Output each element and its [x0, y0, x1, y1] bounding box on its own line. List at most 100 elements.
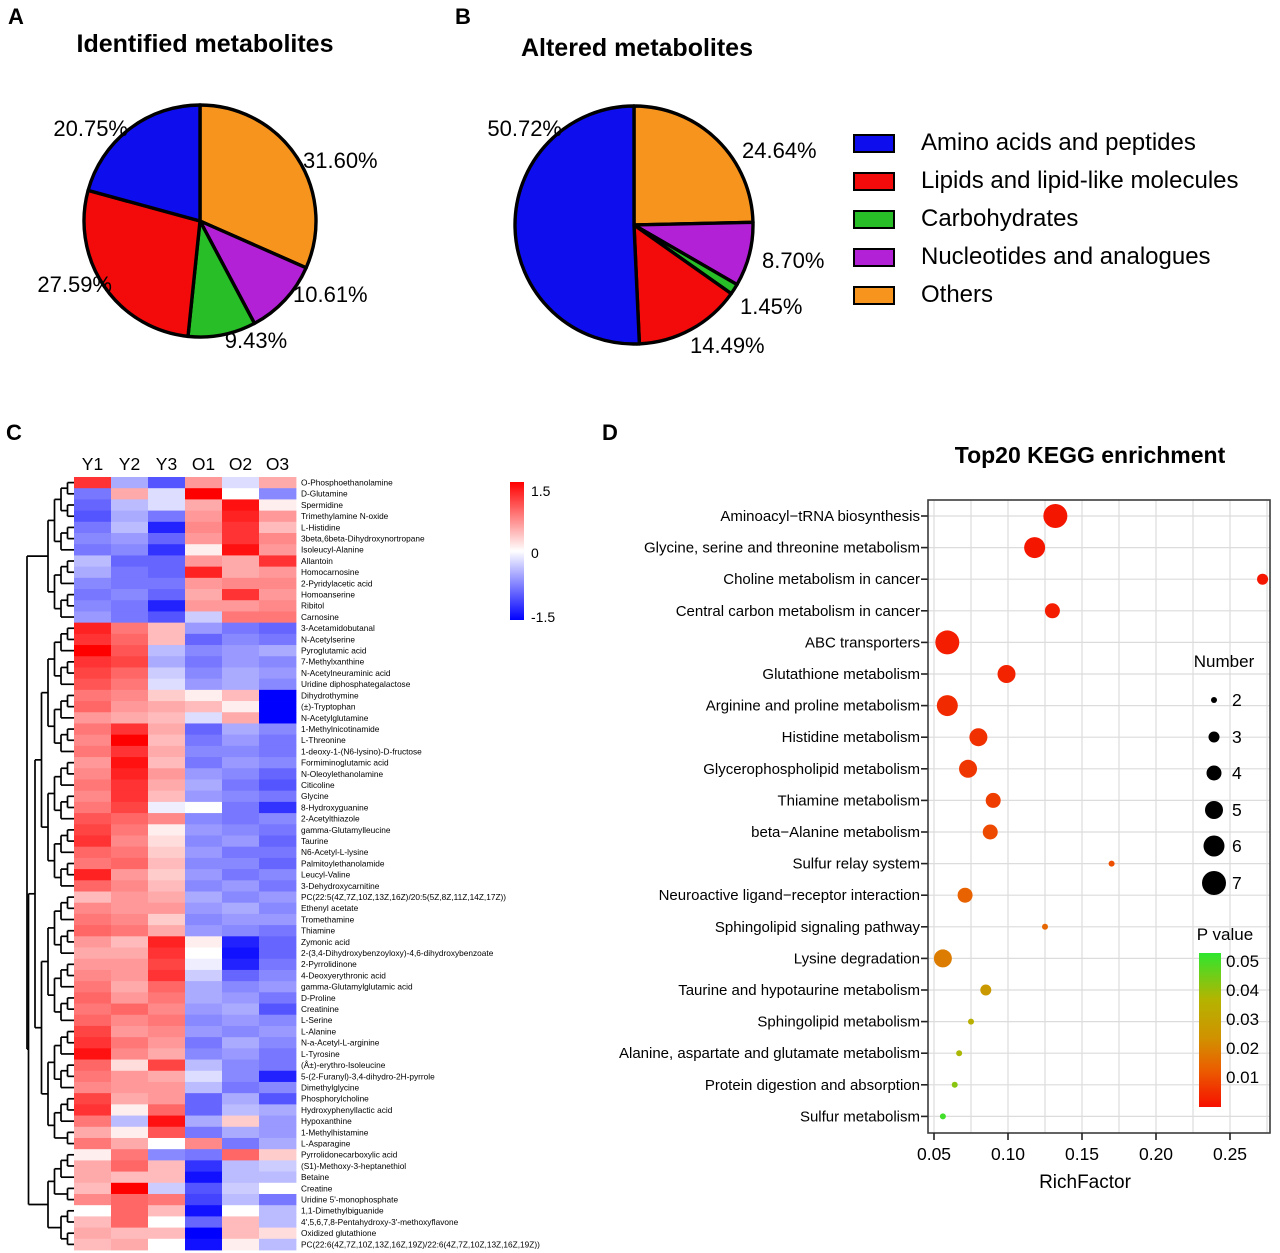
heatmap-cell	[111, 656, 149, 668]
kegg-pathway-label: Histidine metabolism	[782, 729, 920, 746]
heatmap-row-label: 3-Acetamidobutanal	[301, 623, 375, 633]
heatmap-cell	[148, 1081, 186, 1094]
heatmap-cell	[111, 992, 149, 1004]
kegg-bubble	[1257, 573, 1269, 585]
heatmap-cell	[74, 1193, 112, 1206]
pie-slice	[632, 104, 755, 227]
heatmap-row-label: Dimethylglycine	[301, 1082, 359, 1092]
pie-slice-label: 50.72%	[487, 116, 562, 141]
heatmap-cell	[111, 1171, 149, 1184]
heatmap-cell	[222, 701, 260, 713]
heatmap-cell	[259, 1238, 297, 1251]
heatmap-cell	[148, 544, 186, 556]
heatmap-row-label: 5-(2-Furanyl)-3,4-dihydro-2H-pyrrole	[301, 1071, 435, 1081]
heatmap-cell	[74, 1059, 112, 1072]
heatmap-cell	[185, 734, 223, 747]
heatmap-cell	[148, 835, 186, 848]
heatmap-cell	[222, 1070, 260, 1083]
heatmap-cell	[148, 577, 186, 590]
heatmap-row-label: Hydroxyphenyllactic acid	[301, 1105, 393, 1115]
heatmap-cell	[259, 600, 297, 612]
kegg-bubble	[935, 630, 960, 655]
heatmap-cell	[185, 1238, 223, 1251]
heatmap-cell	[259, 824, 297, 836]
heatmap-row-label: gamma-Glutamylleucine	[301, 825, 391, 835]
heatmap-cell	[185, 1014, 223, 1027]
heatmap-cell	[185, 846, 223, 859]
heatmap-cell	[148, 510, 186, 523]
heatmap-cell	[222, 1137, 260, 1150]
heatmap-row-label: Taurine	[301, 836, 329, 846]
heatmap-cell	[259, 992, 297, 1004]
heatmap-cell	[74, 589, 112, 601]
legend-swatch	[853, 247, 895, 267]
heatmap-cell	[259, 1025, 297, 1038]
heatmap-cell	[148, 712, 186, 724]
heatmap-cell	[148, 1238, 186, 1251]
heatmap-cell	[148, 846, 186, 859]
heatmap-cell	[185, 925, 223, 937]
heatmap-cell	[148, 622, 186, 635]
heatmap-col-label: Y1	[82, 454, 103, 474]
heatmap-cell	[148, 891, 186, 904]
kegg-pathway-label: Thiamine metabolism	[777, 792, 920, 809]
heatmap-cell	[185, 891, 223, 904]
heatmap-cell	[111, 981, 149, 993]
heatmap-cell	[111, 566, 149, 579]
heatmap-cell	[111, 925, 149, 937]
heatmap-cell	[222, 824, 260, 836]
heatmap-cell	[259, 969, 297, 982]
heatmap-cell	[148, 857, 186, 870]
kegg-bubble	[980, 984, 992, 996]
heatmap-cell	[74, 1048, 112, 1060]
heatmap-cell	[259, 1093, 297, 1105]
heatmap-cell	[222, 645, 260, 657]
heatmap-cell	[259, 622, 297, 635]
heatmap-cell	[111, 555, 149, 568]
heatmap-cell	[259, 857, 297, 870]
heatmap-cell	[74, 611, 112, 624]
kegg-bubble	[1044, 603, 1060, 619]
heatmap-row-label: 2-Acetylthiazole	[301, 814, 360, 824]
heatmap-cell	[259, 499, 297, 512]
heatmap-cell	[222, 499, 260, 512]
heatmap-cell	[148, 947, 186, 960]
heatmap-colorbar-max-label: 1.5	[531, 483, 551, 499]
heatmap-cell	[148, 1014, 186, 1027]
heatmap-cell	[148, 1104, 186, 1116]
heatmap-cell	[185, 835, 223, 848]
heatmap-cell	[74, 1149, 112, 1161]
heatmap-cell	[222, 1048, 260, 1060]
heatmap-cell	[74, 790, 112, 803]
heatmap-cell	[111, 1126, 149, 1139]
heatmap-cell	[74, 1227, 112, 1240]
heatmap-cell	[111, 577, 149, 590]
heatmap-cell	[259, 611, 297, 624]
heatmap-cell	[74, 1104, 112, 1116]
number-legend-title: Number	[1193, 652, 1255, 671]
heatmap-cell	[74, 656, 112, 668]
heatmap-cell	[74, 577, 112, 590]
heatmap-cell	[222, 958, 260, 971]
heatmap-row-label: Isoleucyl-Alanine	[301, 545, 364, 555]
kegg-bubble	[969, 728, 988, 747]
heatmap-cell	[111, 1182, 149, 1195]
heatmap-cell	[222, 992, 260, 1004]
heatmap-cell	[148, 600, 186, 612]
heatmap-cell	[148, 925, 186, 937]
legend-item-label: Others	[921, 281, 994, 308]
heatmap-cell	[148, 701, 186, 713]
heatmap-cell	[185, 1216, 223, 1228]
heatmap-cell	[185, 678, 223, 691]
heatmap-cell	[74, 913, 112, 926]
heatmap-cell	[222, 712, 260, 724]
heatmap-cell	[185, 745, 223, 758]
heatmap-cell	[185, 723, 223, 736]
heatmap-cell	[259, 1059, 297, 1072]
heatmap-row-label: Tromethamine	[301, 914, 355, 924]
heatmap-cell	[259, 1037, 297, 1049]
heatmap-cell	[74, 1238, 112, 1251]
kegg-pathway-label: Sphingolipid metabolism	[757, 1014, 920, 1031]
heatmap-cell	[148, 656, 186, 668]
heatmap-cell	[148, 1149, 186, 1161]
